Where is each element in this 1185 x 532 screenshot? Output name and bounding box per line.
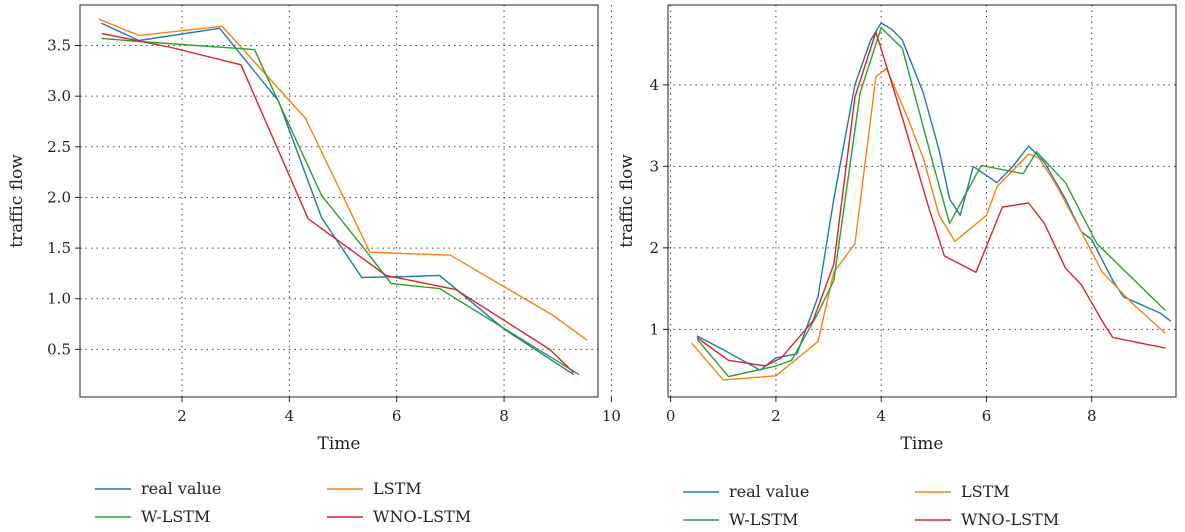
series-line-lstm xyxy=(98,18,588,341)
y-axis-label: traffic flow xyxy=(617,154,637,248)
legend-label: LSTM xyxy=(961,482,1010,501)
x-tick-label: 0 xyxy=(666,407,676,425)
series-line-wno-lstm xyxy=(696,31,1166,367)
legend-label: W-LSTM xyxy=(729,510,798,529)
legend-label: LSTM xyxy=(373,479,422,498)
legend: real value LSTM W-LSTM WNO-LSTM xyxy=(95,479,471,526)
right-chart: 0 2 4 6 8 1 2 3 4 Time traffic flow real value LSTM W… xyxy=(617,4,1177,529)
y-tick-label: 3.0 xyxy=(47,87,71,105)
x-axis-label: Time xyxy=(901,434,944,454)
y-tick-label: 2 xyxy=(649,239,659,257)
y-tick-label: 0.5 xyxy=(47,340,71,358)
legend: real value LSTM W-LSTM WNO-LSTM xyxy=(683,482,1059,529)
y-tick-label: 1.0 xyxy=(47,290,71,308)
y-tick-label: 3.5 xyxy=(47,37,71,55)
y-tick-label: 3 xyxy=(649,157,659,175)
y-tick-label: 2.0 xyxy=(47,188,71,206)
legend-label: W-LSTM xyxy=(141,507,210,526)
legend-label: WNO-LSTM xyxy=(373,507,471,526)
x-axis-label: Time xyxy=(318,434,361,454)
y-tick-label: 1 xyxy=(649,320,659,338)
x-tick-label: 2 xyxy=(771,407,781,425)
series-line-w-lstm xyxy=(696,27,1166,378)
plot-frame xyxy=(79,4,599,398)
y-axis-label: traffic flow xyxy=(7,154,27,248)
legend-label: real value xyxy=(141,479,221,498)
series-line-lstm xyxy=(691,67,1166,381)
x-tick-label: 4 xyxy=(876,407,886,425)
x-tick-label: 8 xyxy=(499,407,509,425)
y-tick-label: 4 xyxy=(649,76,659,94)
plot-frame xyxy=(667,4,1177,398)
series-line-w-lstm xyxy=(101,37,580,376)
x-tick-label: 8 xyxy=(1087,407,1097,425)
x-tick-label: 6 xyxy=(392,407,402,425)
x-tick-label: 6 xyxy=(982,407,992,425)
series-line-real-value xyxy=(696,22,1172,371)
legend-label: real value xyxy=(729,482,809,501)
y-tick-label: 2.5 xyxy=(47,138,71,156)
left-chart: 2 4 6 8 10 0.5 1.0 1.5 2.0 2.5 3.0 3.5 Time traffic f… xyxy=(7,4,621,526)
x-tick-label: 10 xyxy=(602,407,621,425)
y-tick-label: 1.5 xyxy=(47,239,71,257)
x-tick-label: 4 xyxy=(285,407,295,425)
legend-label: WNO-LSTM xyxy=(961,510,1059,529)
x-tick-label: 2 xyxy=(177,407,187,425)
series-line-real-value xyxy=(101,22,575,376)
series-line-wno-lstm xyxy=(101,32,575,374)
